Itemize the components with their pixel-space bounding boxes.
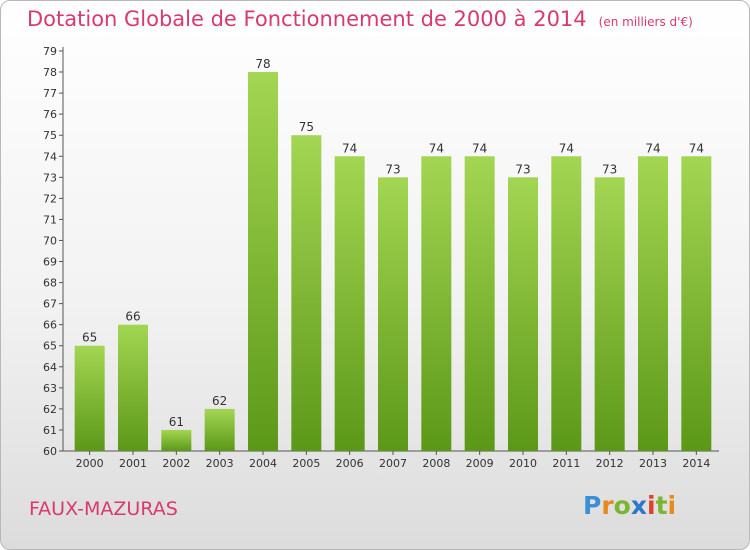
bar-value-label: 73	[385, 162, 400, 176]
y-tick-label: 65	[43, 340, 57, 353]
bar-value-label: 74	[342, 141, 357, 155]
bar-2002	[161, 429, 192, 451]
bar-2013	[638, 156, 668, 451]
x-tick-label: 2014	[682, 457, 710, 470]
chart-axes: 60 61 62 63 64 65 66 67 68 69 70 71 72 73 74 75 76 77 78 79…	[43, 45, 719, 470]
proxiti-logo[interactable]: Proxiti	[583, 491, 677, 520]
bar-2011	[551, 156, 582, 451]
x-tick-label: 2008	[422, 457, 450, 470]
commune-name: FAUX-MAZURAS	[29, 498, 178, 520]
x-tick-label: 2009	[466, 457, 494, 470]
bar-value-label: 73	[515, 162, 530, 176]
y-tick-label: 64	[43, 361, 57, 374]
bar-value-label: 73	[602, 162, 617, 176]
bar-value-label: 62	[212, 394, 227, 408]
x-tick-label: 2000	[76, 457, 104, 470]
bar-2000	[74, 345, 105, 451]
bar-2003	[204, 408, 235, 451]
y-tick-label: 69	[43, 256, 57, 269]
x-tick-label: 2010	[509, 457, 537, 470]
y-tick-label: 66	[43, 319, 57, 332]
bar-value-label: 74	[559, 141, 574, 155]
bar-2001	[118, 324, 148, 451]
bar-value-label: 74	[429, 141, 444, 155]
y-tick-label: 72	[43, 192, 57, 205]
bar-2010	[508, 177, 538, 451]
bar-2012	[594, 177, 625, 451]
x-tick-label: 2006	[336, 457, 364, 470]
x-tick-label: 2011	[552, 457, 580, 470]
y-tick-label: 76	[43, 108, 57, 121]
y-tick-label: 79	[43, 45, 57, 58]
x-tick-label: 2012	[596, 457, 624, 470]
x-tick-label: 2003	[206, 457, 234, 470]
bar-2004	[248, 72, 278, 451]
chart-title: Dotation Globale de Fonctionnement de 20…	[27, 7, 693, 31]
x-tick-label: 2013	[639, 457, 667, 470]
y-tick-label: 68	[43, 277, 57, 290]
bar-2006	[334, 156, 365, 451]
x-tick-label: 2004	[249, 457, 277, 470]
x-tick-label: 2007	[379, 457, 407, 470]
bar-2009	[464, 156, 495, 451]
bar-value-label: 61	[169, 415, 184, 429]
y-tick-label: 77	[43, 87, 57, 100]
x-tick-label: 2005	[292, 457, 320, 470]
y-tick-label: 63	[43, 382, 57, 395]
y-tick-label: 70	[43, 234, 57, 247]
y-tick-label: 73	[43, 171, 57, 184]
bar-value-label: 78	[255, 57, 270, 71]
bar-value-label: 74	[689, 141, 704, 155]
bar-value-label: 65	[82, 331, 97, 345]
bar-value-label: 74	[645, 141, 660, 155]
bar-2005	[291, 135, 322, 452]
y-tick-label: 74	[43, 150, 57, 163]
y-tick-label: 78	[43, 66, 57, 79]
bar-value-label: 66	[125, 310, 140, 324]
y-tick-label: 75	[43, 129, 57, 142]
y-tick-label: 60	[43, 445, 57, 458]
x-tick-label: 2001	[119, 457, 147, 470]
chart-bars: 65 66 61 62 78 75 74 73 74 74 73 74 73 74 74	[74, 57, 712, 452]
y-tick-label: 71	[43, 213, 57, 226]
y-tick-label: 67	[43, 298, 57, 311]
bar-2014	[681, 156, 712, 451]
bar-2008	[421, 156, 452, 451]
bar-value-label: 74	[472, 141, 487, 155]
bar-value-label: 75	[299, 120, 314, 134]
bar-2007	[378, 177, 408, 451]
chart-title-text: Dotation Globale de Fonctionnement de 20…	[27, 7, 587, 31]
y-tick-label: 62	[43, 403, 57, 416]
y-tick-label: 61	[43, 424, 57, 437]
chart-unit: (en milliers d'€)	[598, 15, 693, 29]
x-tick-label: 2002	[162, 457, 190, 470]
